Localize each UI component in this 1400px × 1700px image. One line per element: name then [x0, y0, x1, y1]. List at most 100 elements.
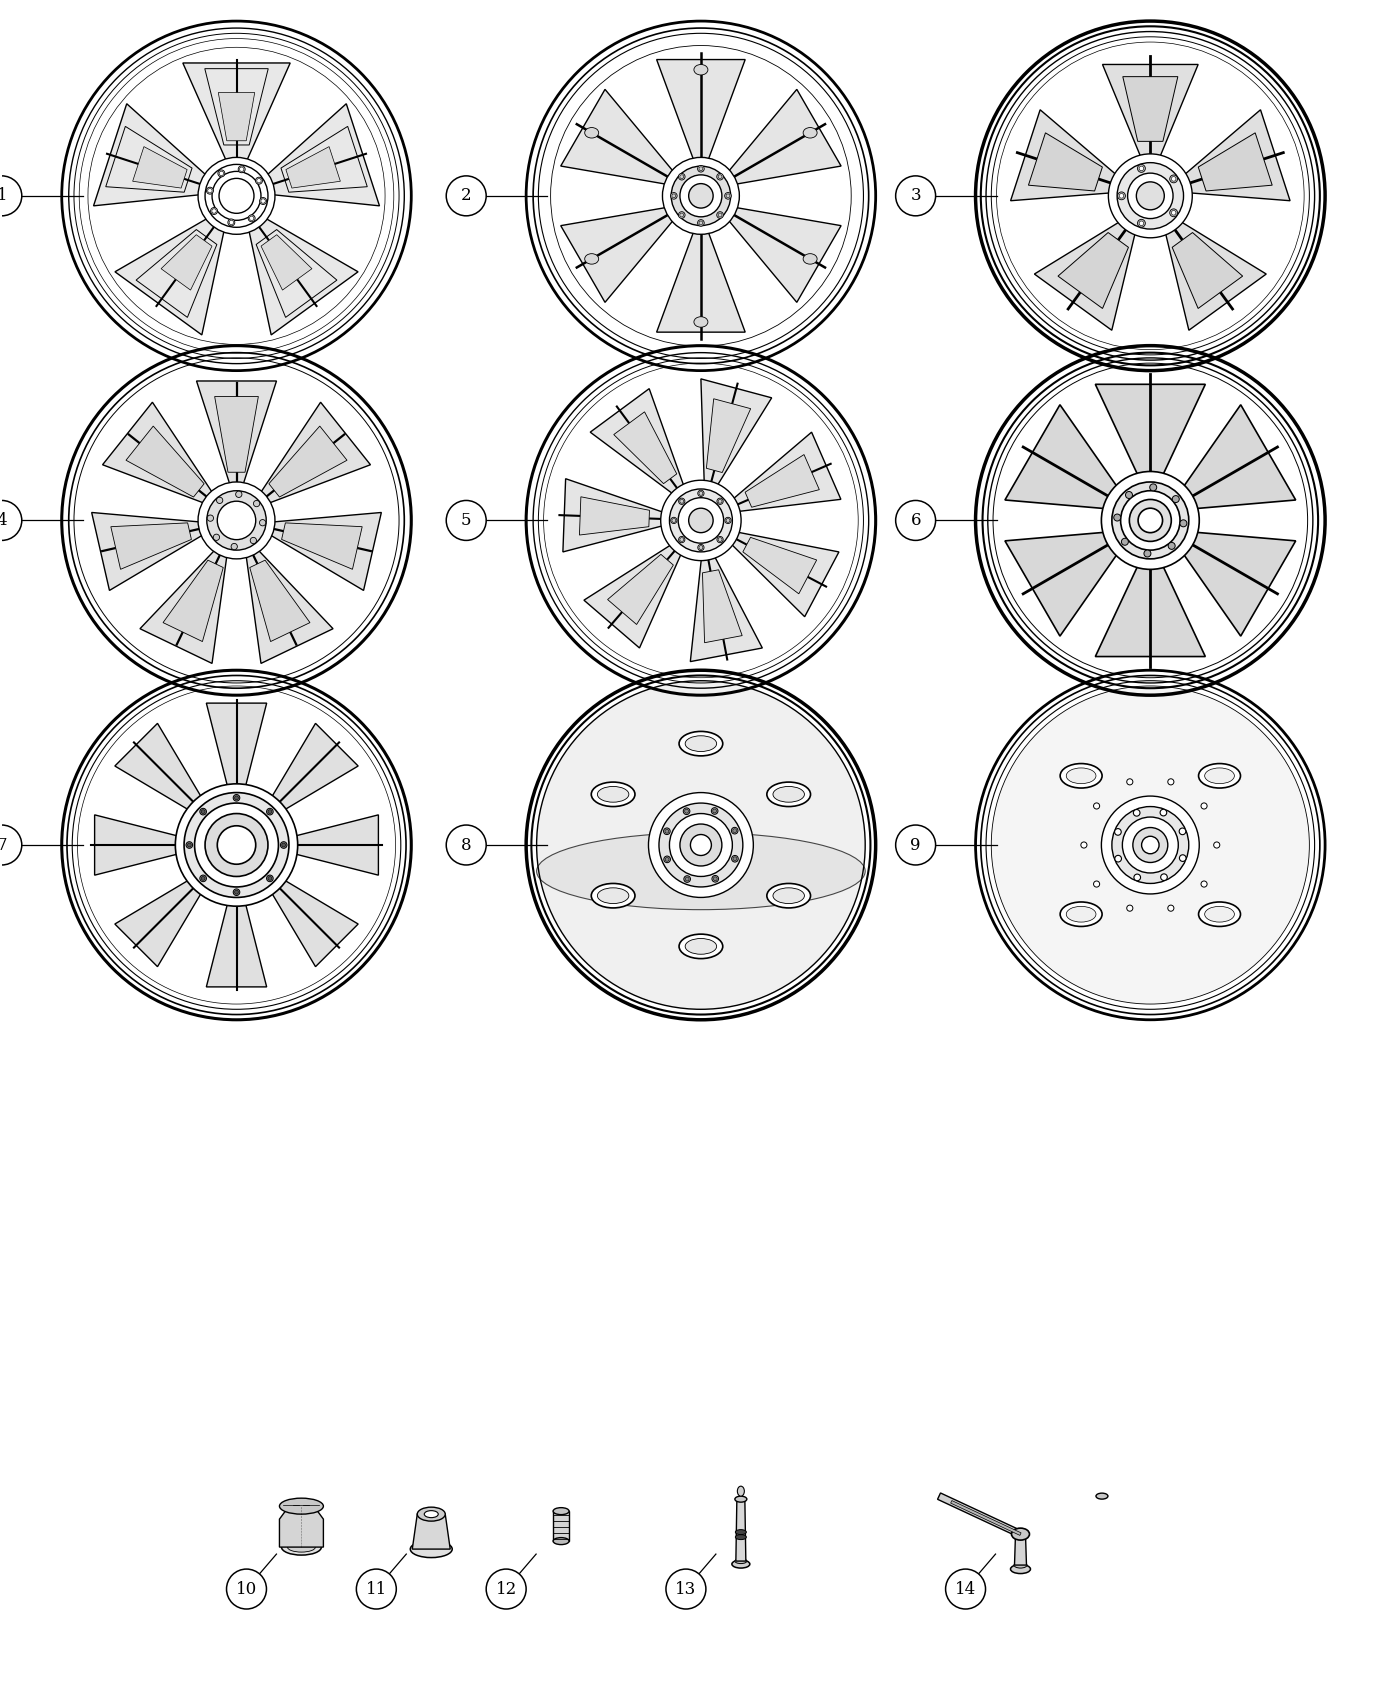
- Ellipse shape: [689, 184, 713, 207]
- Ellipse shape: [256, 178, 262, 184]
- Ellipse shape: [1168, 779, 1175, 785]
- Ellipse shape: [1168, 542, 1175, 549]
- Ellipse shape: [280, 1498, 323, 1515]
- Polygon shape: [707, 400, 750, 473]
- Ellipse shape: [711, 808, 718, 814]
- Polygon shape: [91, 512, 209, 590]
- Text: 4: 4: [0, 512, 7, 529]
- Ellipse shape: [1112, 806, 1189, 884]
- Polygon shape: [140, 546, 228, 663]
- Polygon shape: [115, 722, 204, 814]
- Ellipse shape: [1093, 881, 1099, 887]
- Ellipse shape: [211, 209, 216, 212]
- Ellipse shape: [738, 1486, 745, 1496]
- Ellipse shape: [585, 128, 599, 138]
- Ellipse shape: [735, 1559, 746, 1564]
- Ellipse shape: [1138, 508, 1162, 532]
- Ellipse shape: [991, 687, 1309, 1005]
- Ellipse shape: [1161, 809, 1166, 816]
- Polygon shape: [1011, 110, 1121, 201]
- Polygon shape: [553, 1511, 568, 1542]
- Ellipse shape: [197, 158, 274, 235]
- Ellipse shape: [266, 876, 273, 882]
- Polygon shape: [265, 512, 381, 590]
- Ellipse shape: [735, 1496, 746, 1503]
- Polygon shape: [725, 207, 841, 303]
- Ellipse shape: [585, 253, 599, 264]
- Ellipse shape: [664, 828, 671, 835]
- Text: 13: 13: [675, 1581, 697, 1598]
- Polygon shape: [743, 537, 816, 593]
- Polygon shape: [1005, 530, 1124, 636]
- Ellipse shape: [207, 189, 213, 192]
- Ellipse shape: [690, 835, 711, 855]
- Ellipse shape: [697, 490, 704, 496]
- Ellipse shape: [202, 809, 204, 814]
- Circle shape: [896, 175, 935, 216]
- Ellipse shape: [661, 479, 741, 561]
- Ellipse shape: [260, 199, 265, 204]
- Polygon shape: [249, 561, 309, 641]
- Polygon shape: [1176, 405, 1296, 510]
- Ellipse shape: [1102, 796, 1200, 894]
- Polygon shape: [260, 235, 312, 291]
- Ellipse shape: [218, 170, 225, 177]
- Ellipse shape: [685, 809, 689, 813]
- Ellipse shape: [679, 173, 685, 180]
- Ellipse shape: [1109, 155, 1193, 238]
- Ellipse shape: [1127, 173, 1173, 219]
- Ellipse shape: [536, 680, 865, 1010]
- Ellipse shape: [267, 809, 272, 814]
- Ellipse shape: [679, 498, 685, 505]
- Ellipse shape: [1102, 471, 1200, 570]
- Polygon shape: [183, 63, 290, 165]
- Ellipse shape: [1093, 802, 1099, 809]
- Circle shape: [896, 824, 935, 865]
- Ellipse shape: [197, 483, 274, 559]
- Ellipse shape: [598, 887, 629, 904]
- Polygon shape: [115, 216, 225, 335]
- Polygon shape: [133, 146, 188, 189]
- Ellipse shape: [1126, 491, 1133, 498]
- Ellipse shape: [773, 887, 805, 904]
- Polygon shape: [1005, 405, 1124, 510]
- Ellipse shape: [1067, 906, 1096, 921]
- Text: 9: 9: [910, 836, 921, 853]
- Ellipse shape: [1179, 855, 1186, 862]
- Circle shape: [447, 500, 486, 541]
- Ellipse shape: [228, 219, 235, 226]
- Ellipse shape: [1198, 763, 1240, 789]
- Polygon shape: [126, 427, 204, 496]
- Ellipse shape: [207, 515, 214, 522]
- Polygon shape: [162, 561, 223, 641]
- Ellipse shape: [206, 187, 213, 194]
- Ellipse shape: [175, 784, 298, 906]
- Ellipse shape: [417, 1508, 445, 1522]
- Ellipse shape: [713, 809, 717, 813]
- Polygon shape: [206, 704, 266, 794]
- Ellipse shape: [659, 802, 743, 887]
- Ellipse shape: [767, 884, 811, 908]
- Polygon shape: [161, 235, 211, 291]
- Text: 10: 10: [235, 1581, 258, 1598]
- Polygon shape: [657, 60, 745, 165]
- Ellipse shape: [207, 491, 266, 551]
- Ellipse shape: [220, 172, 224, 175]
- Ellipse shape: [1137, 165, 1145, 172]
- Ellipse shape: [717, 212, 724, 218]
- Ellipse shape: [1119, 194, 1124, 199]
- Ellipse shape: [1141, 836, 1159, 853]
- Ellipse shape: [202, 877, 204, 881]
- Ellipse shape: [665, 830, 669, 833]
- Ellipse shape: [1170, 175, 1177, 184]
- Polygon shape: [561, 90, 676, 185]
- Ellipse shape: [714, 877, 717, 881]
- Ellipse shape: [662, 158, 739, 235]
- Ellipse shape: [591, 782, 636, 806]
- Polygon shape: [248, 216, 358, 335]
- Ellipse shape: [1123, 818, 1179, 874]
- Polygon shape: [1179, 110, 1289, 201]
- Ellipse shape: [1204, 768, 1235, 784]
- Ellipse shape: [217, 826, 256, 864]
- Ellipse shape: [717, 498, 724, 505]
